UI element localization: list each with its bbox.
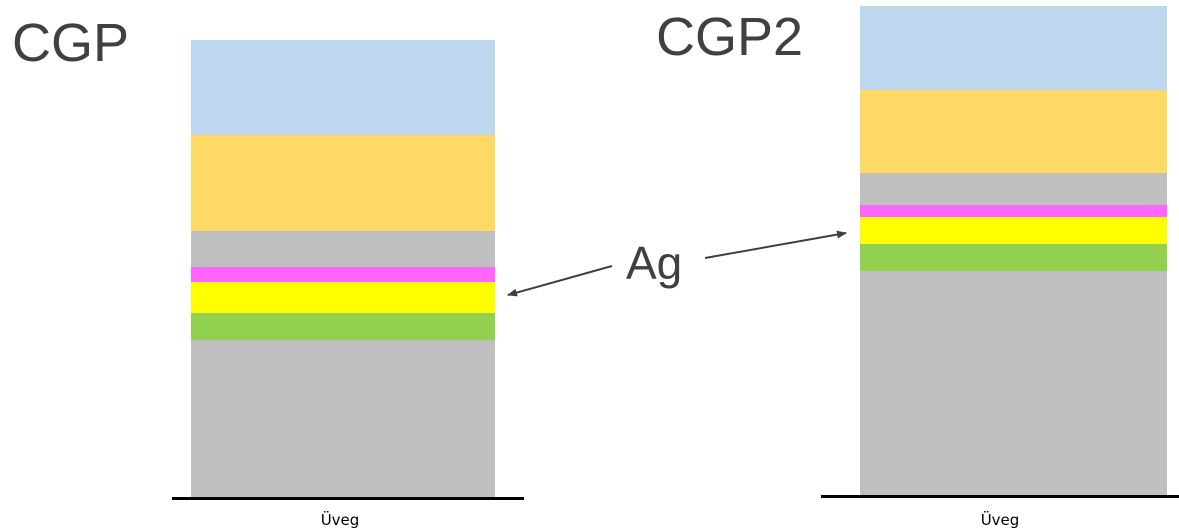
right-layer-6: [860, 244, 1167, 271]
left-bottom-layer: [191, 340, 495, 498]
right-top-layer: [860, 6, 1167, 90]
right-substrate-label: Üveg: [980, 511, 1020, 529]
right-silver-layer: [860, 217, 1167, 244]
arrow-to-right-silver-layer: [704, 230, 847, 259]
right-layer-stack: [860, 6, 1167, 497]
right-bottom-layer: [860, 271, 1167, 497]
right-substrate-line: [821, 495, 1179, 498]
left-layer-3: [191, 231, 495, 267]
left-stack-title: CGP: [12, 13, 130, 73]
arrow-to-left-silver-layer: [507, 265, 613, 297]
right-layer-4: [860, 205, 1167, 217]
left-layer-4: [191, 267, 495, 282]
left-substrate-label: Üveg: [320, 511, 360, 529]
ag-annotation-label: Ag: [626, 237, 683, 289]
left-layer-6: [191, 313, 495, 340]
right-stack-title: CGP2: [656, 7, 804, 67]
right-layer-2: [860, 90, 1167, 173]
right-layer-3: [860, 173, 1167, 205]
left-layer-stack: [191, 40, 495, 498]
left-silver-layer: [191, 282, 495, 313]
left-layer-2: [191, 135, 495, 231]
left-top-layer: [191, 40, 495, 135]
left-substrate-line: [172, 497, 524, 500]
